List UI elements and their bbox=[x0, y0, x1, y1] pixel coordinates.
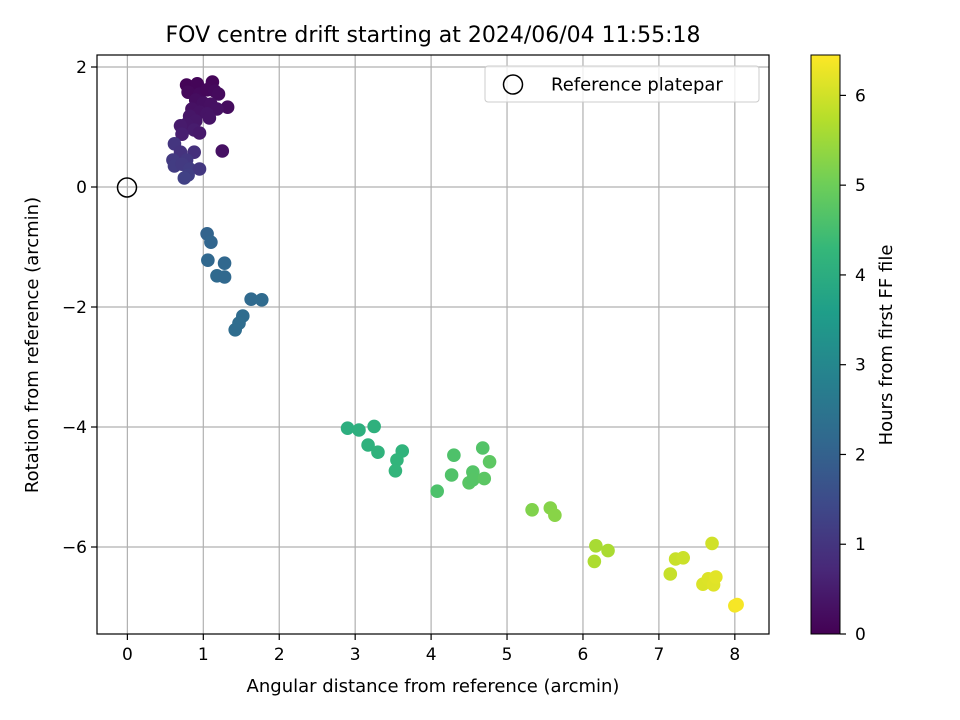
data-point bbox=[215, 144, 230, 158]
x-tick-label: 0 bbox=[122, 645, 133, 665]
y-tick-label: −2 bbox=[62, 298, 87, 318]
colorbar-ticks: 0 1 2 3 4 5 6 bbox=[840, 86, 866, 645]
data-point bbox=[482, 455, 497, 469]
data-point bbox=[477, 471, 492, 486]
data-point bbox=[340, 421, 355, 436]
y-axis-label: Rotation from reference (arcmin) bbox=[22, 197, 43, 493]
data-point bbox=[525, 503, 539, 517]
data-point bbox=[201, 253, 215, 267]
colorbar-tick-label: 5 bbox=[855, 176, 866, 196]
x-tick-label: 5 bbox=[502, 645, 513, 665]
data-point bbox=[589, 539, 603, 553]
colorbar-tick-label: 6 bbox=[855, 86, 866, 106]
y-tick-label: −4 bbox=[62, 418, 87, 438]
colorbar-tick-label: 0 bbox=[855, 625, 866, 645]
colorbar bbox=[810, 54, 841, 635]
legend-marker-icon bbox=[502, 74, 524, 95]
colorbar-tick-label: 1 bbox=[855, 535, 866, 555]
x-tick-label: 3 bbox=[350, 645, 361, 665]
legend-label: Reference platepar bbox=[551, 75, 723, 96]
data-point bbox=[601, 543, 615, 558]
chart-title: FOV centre drift starting at 2024/06/04 … bbox=[166, 23, 701, 48]
x-axis-ticks: 0 1 2 3 4 5 6 7 8 bbox=[122, 634, 740, 665]
colorbar-tick-label: 2 bbox=[855, 445, 866, 465]
plot-frame bbox=[96, 54, 770, 635]
data-point bbox=[676, 551, 690, 565]
data-point bbox=[228, 323, 242, 337]
data-point bbox=[730, 597, 744, 612]
data-point bbox=[202, 111, 217, 125]
y-tick-label: −6 bbox=[62, 538, 87, 558]
data-point bbox=[709, 570, 723, 584]
colorbar-label: Hours from first FF file bbox=[876, 245, 897, 446]
x-tick-label: 6 bbox=[578, 645, 589, 665]
colorbar-tick-label: 3 bbox=[855, 356, 866, 376]
data-point bbox=[466, 473, 480, 487]
data-point bbox=[220, 100, 235, 114]
x-tick-label: 8 bbox=[729, 645, 740, 665]
data-point bbox=[175, 127, 189, 141]
data-point bbox=[388, 464, 403, 478]
x-tick-label: 2 bbox=[274, 645, 285, 665]
colorbar-tick-label: 4 bbox=[855, 266, 866, 286]
y-axis-ticks: 2 0 −2 −4 −6 bbox=[62, 58, 97, 558]
x-tick-label: 4 bbox=[426, 645, 437, 665]
data-point bbox=[190, 77, 205, 91]
data-point bbox=[705, 536, 719, 551]
x-tick-label: 7 bbox=[653, 645, 664, 665]
data-point bbox=[244, 292, 258, 307]
data-point bbox=[211, 87, 226, 101]
data-point bbox=[192, 126, 207, 140]
data-point bbox=[430, 484, 444, 499]
x-axis-label: Angular distance from reference (arcmin) bbox=[247, 676, 620, 697]
data-point bbox=[367, 419, 381, 434]
y-tick-label: 0 bbox=[76, 178, 87, 198]
data-point bbox=[217, 270, 232, 284]
data-point bbox=[587, 554, 602, 569]
y-tick-label: 2 bbox=[76, 58, 87, 78]
data-point bbox=[447, 448, 461, 463]
legend-box bbox=[484, 65, 760, 103]
data-point bbox=[390, 453, 404, 467]
data-point bbox=[192, 162, 207, 176]
data-point bbox=[204, 235, 218, 249]
x-tick-label: 1 bbox=[198, 645, 209, 665]
data-point bbox=[361, 438, 375, 452]
data-point bbox=[177, 171, 192, 185]
data-point bbox=[475, 441, 490, 455]
data-points bbox=[166, 75, 744, 613]
data-point bbox=[371, 445, 385, 460]
reference-platepar-marker bbox=[116, 177, 138, 198]
legend: Reference platepar bbox=[484, 65, 760, 103]
data-point bbox=[663, 567, 678, 581]
data-point bbox=[548, 508, 562, 522]
data-point bbox=[217, 256, 232, 271]
data-point bbox=[444, 468, 459, 482]
data-point bbox=[254, 293, 269, 307]
data-point bbox=[352, 423, 366, 437]
